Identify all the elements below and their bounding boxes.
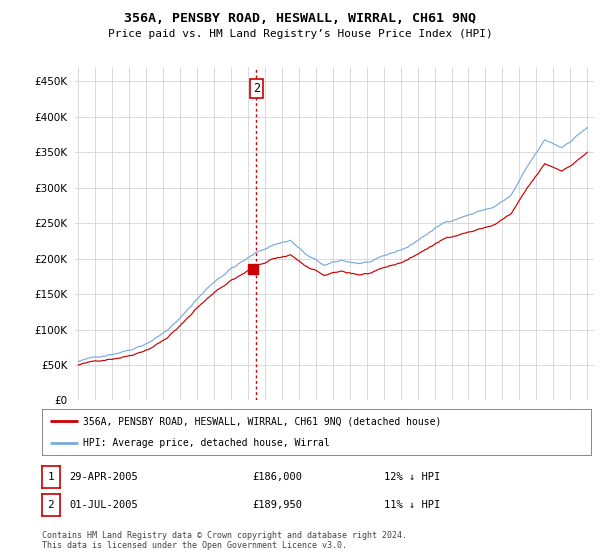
Text: 01-JUL-2005: 01-JUL-2005 bbox=[69, 500, 138, 510]
Text: 356A, PENSBY ROAD, HESWALL, WIRRAL, CH61 9NQ (detached house): 356A, PENSBY ROAD, HESWALL, WIRRAL, CH61… bbox=[83, 416, 442, 426]
Text: 11% ↓ HPI: 11% ↓ HPI bbox=[384, 500, 440, 510]
Text: HPI: Average price, detached house, Wirral: HPI: Average price, detached house, Wirr… bbox=[83, 438, 330, 448]
Text: 1: 1 bbox=[47, 472, 55, 482]
Text: 356A, PENSBY ROAD, HESWALL, WIRRAL, CH61 9NQ: 356A, PENSBY ROAD, HESWALL, WIRRAL, CH61… bbox=[124, 12, 476, 25]
Text: £186,000: £186,000 bbox=[252, 472, 302, 482]
Text: 12% ↓ HPI: 12% ↓ HPI bbox=[384, 472, 440, 482]
Text: £189,950: £189,950 bbox=[252, 500, 302, 510]
Text: Contains HM Land Registry data © Crown copyright and database right 2024.
This d: Contains HM Land Registry data © Crown c… bbox=[42, 531, 407, 550]
Text: Price paid vs. HM Land Registry’s House Price Index (HPI): Price paid vs. HM Land Registry’s House … bbox=[107, 29, 493, 39]
Text: 29-APR-2005: 29-APR-2005 bbox=[69, 472, 138, 482]
Text: 2: 2 bbox=[253, 82, 260, 95]
Text: 2: 2 bbox=[47, 500, 55, 510]
